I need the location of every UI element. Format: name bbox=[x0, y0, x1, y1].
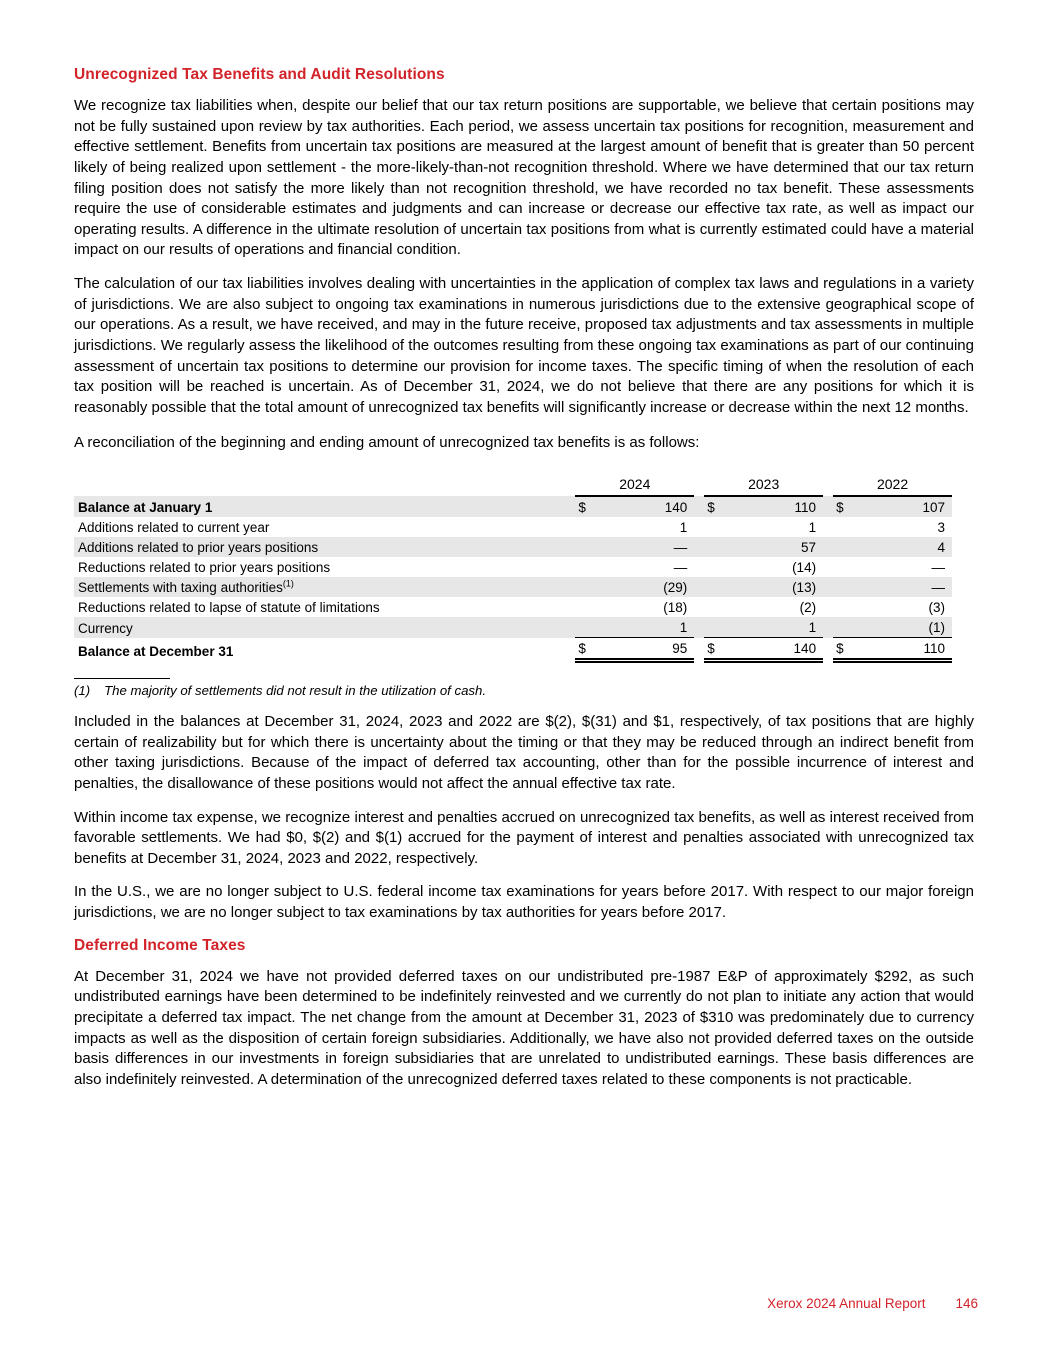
utb-paragraph-2: The calculation of our tax liabilities i… bbox=[74, 275, 974, 416]
content-area: Unrecognized Tax Benefits and Audit Reso… bbox=[74, 66, 974, 1088]
row-label: Settlements with taxing authorities(1) bbox=[74, 577, 576, 597]
table-footnote: (1) The majority of settlements did not r… bbox=[74, 683, 974, 698]
table-row: Additions related to current year 1 1 3 bbox=[74, 517, 952, 537]
dollar-sign: $ bbox=[575, 637, 600, 663]
year-column-header-2024: 2024 bbox=[575, 475, 695, 497]
post-paragraph-3: In the U.S., we are no longer subject to… bbox=[74, 883, 974, 921]
table-row: Balance at January 1 $ 140 $ 110 $ 107 bbox=[74, 496, 952, 517]
dollar-sign: $ bbox=[833, 496, 858, 517]
cell-value: 1 bbox=[599, 617, 695, 638]
cell-value: 1 bbox=[808, 520, 817, 535]
cell-value: (2) bbox=[799, 600, 817, 615]
cell-value: 1 bbox=[679, 520, 688, 535]
footer-page-number: 146 bbox=[955, 1296, 978, 1311]
table-row: Currency 1 1 (1) bbox=[74, 617, 952, 638]
footnote-text: The majority of settlements did not resu… bbox=[104, 683, 487, 698]
cell-value: 3 bbox=[937, 520, 945, 535]
post-paragraph-2: Within income tax expense, we recognize … bbox=[74, 808, 974, 867]
row-label: Reductions related to prior years positi… bbox=[78, 560, 331, 575]
cell-value: — bbox=[599, 537, 695, 557]
dollar-sign: $ bbox=[704, 637, 729, 663]
cell-value: (3) bbox=[928, 600, 946, 615]
cell-value: — bbox=[673, 560, 688, 575]
table-header-row: 2024 2023 2022 bbox=[74, 475, 952, 497]
dollar-sign: $ bbox=[704, 496, 729, 517]
cell-value: (13) bbox=[728, 577, 824, 597]
dit-paragraph-1: At December 31, 2024 we have not provide… bbox=[74, 967, 974, 1088]
cell-value: 95 bbox=[599, 637, 695, 663]
cell-value: (1) bbox=[857, 617, 952, 638]
deferred-income-taxes-heading: Deferred Income Taxes bbox=[74, 936, 246, 954]
table-row: Additions related to prior years positio… bbox=[74, 537, 952, 557]
unrecognized-tax-benefits-heading: Unrecognized Tax Benefits and Audit Reso… bbox=[74, 66, 445, 83]
cell-value: 1 bbox=[728, 617, 824, 638]
footnote-divider bbox=[74, 678, 170, 679]
row-label: Currency bbox=[74, 617, 576, 638]
post-paragraph-1: Included in the balances at December 31,… bbox=[74, 713, 974, 792]
table-row: Reductions related to lapse of statute o… bbox=[74, 597, 952, 617]
footnote-reference: (1) bbox=[282, 578, 294, 589]
utb-reconciliation-table: 2024 2023 2022 Balance at January 1 $ 14… bbox=[74, 475, 952, 663]
table-intro-text: A reconciliation of the beginning and en… bbox=[74, 434, 700, 452]
cell-value: (29) bbox=[599, 577, 695, 597]
cell-value: 110 bbox=[857, 637, 952, 663]
year-column-header-2022: 2022 bbox=[833, 475, 952, 497]
cell-value: (18) bbox=[663, 600, 688, 615]
row-label: Balance at December 31 bbox=[78, 643, 234, 659]
cell-value: — bbox=[931, 560, 946, 575]
cell-value: 140 bbox=[728, 637, 824, 663]
year-column-header-2023: 2023 bbox=[704, 475, 824, 497]
footnote-marker: (1) bbox=[74, 683, 91, 698]
dollar-sign: $ bbox=[833, 637, 858, 663]
utb-paragraph-1: We recognize tax liabilities when, despi… bbox=[74, 97, 974, 259]
cell-value: 140 bbox=[599, 496, 695, 517]
table-row: Reductions related to prior years positi… bbox=[74, 557, 952, 577]
cell-value: (14) bbox=[792, 560, 817, 575]
page-footer: Xerox 2024 Annual Report 146 bbox=[767, 1296, 978, 1311]
cell-value: 57 bbox=[728, 537, 824, 557]
row-label: Additions related to prior years positio… bbox=[74, 537, 576, 557]
cell-value: 107 bbox=[857, 496, 952, 517]
table-row: Settlements with taxing authorities(1) (… bbox=[74, 577, 952, 597]
table-total-row: Balance at December 31 $ 95 $ 140 $ 110 bbox=[74, 637, 952, 663]
footer-report-title: Xerox 2024 Annual Report bbox=[767, 1296, 926, 1311]
dollar-sign: $ bbox=[575, 496, 600, 517]
row-label: Reductions related to lapse of statute o… bbox=[78, 600, 380, 615]
cell-value: 4 bbox=[857, 537, 952, 557]
row-label: Additions related to current year bbox=[78, 520, 270, 535]
row-label: Balance at January 1 bbox=[74, 496, 576, 517]
cell-value: 110 bbox=[728, 496, 824, 517]
cell-value: — bbox=[857, 577, 952, 597]
